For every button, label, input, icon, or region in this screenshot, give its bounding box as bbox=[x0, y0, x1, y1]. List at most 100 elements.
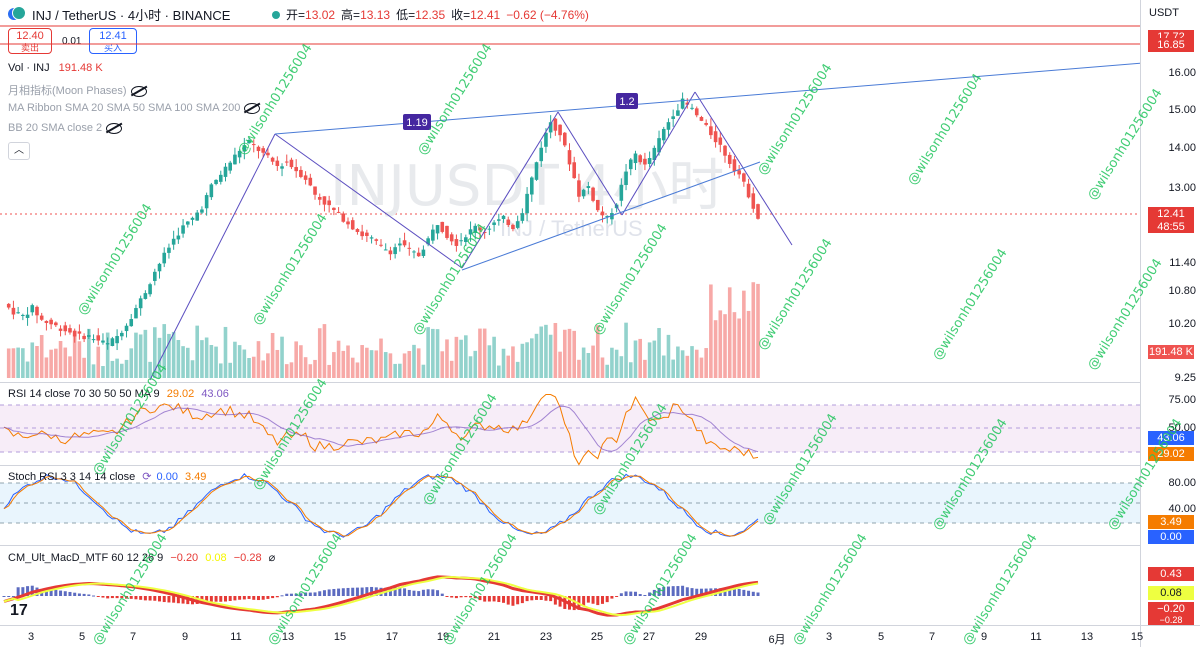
hidden-eye-icon[interactable] bbox=[106, 122, 123, 134]
candle-body bbox=[209, 184, 214, 198]
lower-channel-line[interactable] bbox=[461, 161, 761, 271]
candle-body bbox=[605, 215, 609, 217]
macd-hist-bar bbox=[370, 586, 374, 596]
stoch-legend[interactable]: Stoch RSI 3 3 14 14 close ⟳ 0.00 3.49 bbox=[8, 470, 206, 483]
volume-bar bbox=[501, 348, 506, 378]
stoch-tick: 40.00 bbox=[1168, 503, 1196, 515]
volume-bar bbox=[666, 334, 671, 378]
trendline-wave[interactable] bbox=[461, 111, 559, 269]
volume-bar bbox=[82, 357, 86, 378]
macd-hist-bar bbox=[181, 596, 185, 604]
stoch-tick: 80.00 bbox=[1168, 477, 1196, 489]
macd-tag-2: 0.08 bbox=[1148, 586, 1194, 600]
time-tick: 25 bbox=[590, 631, 604, 643]
trendline-wave[interactable] bbox=[149, 133, 276, 381]
main-chart-canvas[interactable]: INJUSDT 4小时 INJ / TetherUS 1.19 1.2 17 bbox=[0, 0, 1140, 625]
volume-bar bbox=[105, 332, 110, 378]
macd-signal-line bbox=[3, 576, 759, 617]
rsi-tick: 75.00 bbox=[1168, 394, 1196, 406]
pane-separator[interactable] bbox=[0, 465, 1140, 466]
macd-legend[interactable]: CM_Ult_MacD_MTF 60 12 26 9 −0.20 0.08 −0… bbox=[8, 551, 275, 564]
candle-body bbox=[515, 221, 520, 228]
rsi-ma-line bbox=[3, 405, 759, 453]
macd-hist-bar bbox=[63, 591, 67, 596]
volume-bar bbox=[619, 356, 624, 378]
rsi-legend[interactable]: RSI 14 close 70 30 50 50 MA 9 29.02 43.0… bbox=[8, 388, 229, 400]
volume-bar bbox=[341, 350, 346, 378]
pane-separator[interactable] bbox=[0, 382, 1140, 383]
sell-button[interactable]: 12.40 卖出 bbox=[8, 28, 52, 54]
price-axis-border bbox=[1140, 0, 1141, 647]
macd-hist-bar bbox=[511, 596, 515, 606]
close-value: 12.41 bbox=[470, 8, 501, 22]
ma-ribbon-legend[interactable]: MA Ribbon SMA 20 SMA 50 SMA 100 SMA 200 bbox=[8, 102, 261, 114]
price-tag-top2: 16.85 bbox=[1148, 38, 1194, 52]
volume-bar bbox=[294, 341, 298, 378]
hidden-eye-icon[interactable] bbox=[244, 102, 261, 114]
macd-hist-bar bbox=[469, 596, 473, 598]
buy-button[interactable]: 12.41 买入 bbox=[89, 28, 137, 54]
macd-hist-bar bbox=[59, 590, 63, 596]
close-label: 收= bbox=[451, 8, 471, 22]
volume-bar bbox=[577, 359, 581, 378]
candle-body bbox=[473, 225, 478, 233]
volume-bar bbox=[25, 361, 30, 378]
macd-hist-bar bbox=[346, 587, 350, 596]
macd-hist-bar bbox=[699, 588, 703, 596]
candle-body bbox=[638, 155, 642, 163]
macd-hist-bar bbox=[355, 587, 359, 596]
volume-bar bbox=[723, 314, 727, 378]
trendline-wave[interactable] bbox=[621, 91, 696, 216]
volume-bar bbox=[633, 340, 638, 378]
volume-bar bbox=[218, 363, 223, 378]
pane-separator[interactable] bbox=[0, 545, 1140, 546]
candle-body bbox=[497, 219, 501, 221]
macd-hist-bar bbox=[332, 588, 336, 596]
candle-body bbox=[558, 124, 562, 136]
macd-hist-bar bbox=[544, 596, 548, 601]
candle-body bbox=[275, 160, 280, 166]
candle-body bbox=[54, 322, 58, 326]
macd-hist-bar bbox=[285, 593, 289, 596]
volume-bar bbox=[539, 326, 544, 378]
high-value: 13.13 bbox=[360, 8, 391, 22]
trendline-wave[interactable] bbox=[274, 133, 463, 269]
macd-hist-bar bbox=[101, 596, 105, 598]
macd-hist-bar bbox=[49, 589, 53, 596]
candle-body bbox=[68, 328, 72, 333]
volume-bar bbox=[586, 353, 591, 378]
price-axis[interactable]: USDT 17.72 16.85 16.00 15.00 14.00 13.00… bbox=[1143, 0, 1200, 625]
volume-legend[interactable]: Vol · INJ 191.48 K bbox=[8, 62, 103, 74]
bb-legend[interactable]: BB 20 SMA close 2 bbox=[8, 122, 123, 134]
candle-body bbox=[374, 239, 379, 241]
collapse-legend-button[interactable]: ︿ bbox=[8, 142, 30, 160]
macd-hist-bar bbox=[120, 596, 124, 599]
tradingview-logo-icon[interactable]: 17 bbox=[10, 602, 28, 619]
volume-bar bbox=[195, 325, 200, 378]
time-tick: 11 bbox=[1030, 631, 1042, 643]
currency-selector[interactable]: USDT bbox=[1149, 7, 1179, 19]
ma-ribbon-label: MA Ribbon SMA 20 SMA 50 SMA 100 SMA 200 bbox=[8, 102, 241, 114]
macd-hist-bar bbox=[685, 587, 689, 596]
candle-body bbox=[619, 184, 624, 201]
symbol-block[interactable]: INJ / TetherUS · 4小时 · BINANCE bbox=[8, 5, 230, 24]
macd-hist-bar bbox=[167, 596, 171, 603]
candle-body bbox=[633, 153, 638, 164]
candle-body bbox=[346, 221, 350, 225]
trendline-wave[interactable] bbox=[557, 111, 623, 216]
macd-hist-bar bbox=[148, 596, 152, 601]
volume-bar bbox=[214, 346, 218, 378]
volume-bar bbox=[96, 346, 101, 378]
candle-body bbox=[680, 98, 685, 109]
volume-bar bbox=[237, 345, 242, 378]
volume-bar bbox=[464, 335, 468, 378]
macd-hist-bar bbox=[648, 592, 652, 596]
macd-hist-bar bbox=[417, 591, 421, 596]
candle-body bbox=[101, 340, 105, 343]
moon-phases-legend[interactable]: 月相指标(Moon Phases) bbox=[8, 82, 147, 98]
hidden-eye-icon[interactable] bbox=[130, 85, 147, 97]
volume-bar bbox=[185, 347, 190, 378]
volume-bar bbox=[39, 335, 44, 378]
volume-bar bbox=[572, 330, 577, 378]
macd-hist-bar bbox=[398, 586, 402, 596]
